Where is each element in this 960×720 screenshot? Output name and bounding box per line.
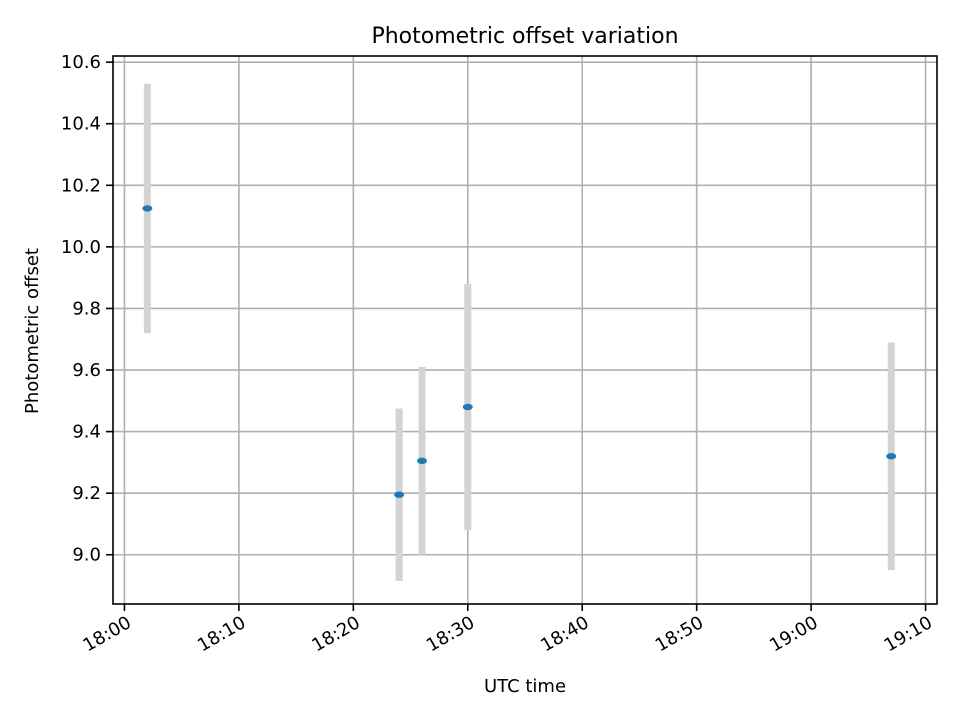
y-tick-label: 10.4 <box>61 114 101 135</box>
y-tick-label: 9.8 <box>72 298 101 319</box>
grid <box>113 56 937 604</box>
y-tick-label: 10.0 <box>61 237 101 258</box>
x-axis-title: UTC time <box>484 676 566 697</box>
y-tick-label: 9.0 <box>72 545 101 566</box>
chart-title: Photometric offset variation <box>371 24 678 49</box>
data-point <box>462 403 473 411</box>
data-points <box>142 205 897 498</box>
y-tick-label: 9.4 <box>72 422 101 443</box>
y-axis: 9.0 9.2 9.4 9.6 9.8 10.0 10.2 10.4 10.6 <box>61 52 113 566</box>
plot-frame <box>112 55 938 605</box>
y-tick-label: 9.6 <box>72 360 101 381</box>
y-tick-label: 10.6 <box>61 52 101 73</box>
y-tick-label: 10.2 <box>61 175 101 196</box>
data-point <box>886 453 897 460</box>
data-point <box>417 457 427 465</box>
data-point <box>142 205 153 212</box>
y-axis-title: Photometric offset <box>22 248 43 414</box>
y-tick-label: 9.2 <box>72 483 101 504</box>
data-point <box>394 491 405 498</box>
